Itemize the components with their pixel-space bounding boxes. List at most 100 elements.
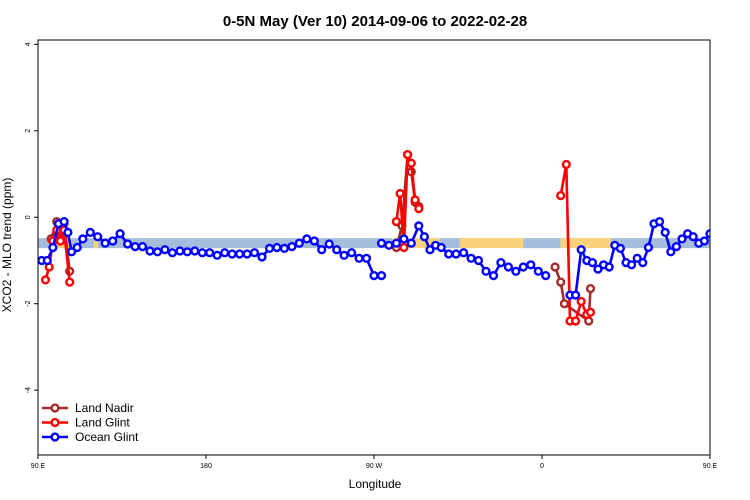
ocean-glint-point [361,253,372,263]
series-land-nadir [46,150,745,326]
land-nadir-point [585,284,596,294]
ocean-glint-point [354,253,364,263]
ocean-glint-point [671,242,682,252]
ocean-glint-point [632,253,642,263]
land-nadir-point [559,299,570,309]
chart-title: 0-5N May (Ver 10) 2014-09-06 to 2022-02-… [223,13,527,30]
ocean-glint-point [376,271,387,281]
ocean-glint-point [78,234,88,244]
y-tick-label: 0 [25,215,32,219]
series-ocean-glint [38,217,719,300]
land-glint-point [410,195,420,205]
y-tick-label: 4 [25,42,32,46]
ocean-glint-point [643,242,654,253]
y-tick-label: -2 [25,300,32,306]
ocean-glint-point [699,236,710,246]
ocean-glint-point [615,243,626,254]
ocean-glint-point [376,238,387,248]
land-nadir-point [556,277,566,287]
land-glint-point [556,191,566,201]
ocean-glint-point [436,242,446,253]
ocean-glint-point [249,248,260,258]
ocean-glint-point [317,245,327,255]
land-glint-line [718,230,742,282]
ocean-glint-point [287,242,297,252]
ocean-glint-point [115,229,125,239]
ocean-glint-point [473,255,484,266]
land-glint-point [722,238,729,245]
ocean-glint-point [570,290,581,300]
ocean-glint-point [587,258,598,268]
ocean-glint-point [688,232,698,242]
ocean-glint-point [130,242,140,252]
ocean-glint-point [220,248,230,258]
land-nadir-point [733,220,740,227]
ocean-glint-point [42,255,52,266]
land-glint-point [55,236,66,246]
land-nadir-point [720,236,727,243]
y-ticks: 4 2 0 -2 -4 [25,42,38,393]
ocean-glint-point [309,236,319,246]
ocean-glint-point [712,241,719,248]
data-series [38,150,745,326]
ocean-glint-point [369,271,379,281]
ocean-glint-point [137,242,148,252]
ocean-glint-point [444,249,454,259]
ocean-glint-point [666,247,676,257]
ocean-glint-point [212,250,222,260]
ocean-glint-point [459,248,469,258]
land-glint-point [414,204,424,214]
ocean-glint-point [339,250,349,260]
legend-marker-ocean-glint [50,432,60,442]
ocean-glint-point [93,232,103,242]
land-glint-point [40,275,51,285]
land-glint-point [718,264,725,271]
ocean-glint-point [332,245,342,255]
ocean-glint-point [399,234,409,244]
land-glint-point [391,217,402,227]
land-glint-point [714,277,721,284]
land-glint-point [729,238,736,245]
land-nadir-point [550,262,560,272]
ocean-glint-point [279,243,290,254]
land-glint-point [585,307,596,317]
legend-label-ocean-glint: Ocean Glint [75,430,139,444]
ocean-glint-point [302,234,312,244]
ocean-glint-point [604,262,614,272]
ocean-glint-point [227,249,237,259]
land-glint-point [725,227,732,234]
ocean-glint-point [677,234,687,244]
ocean-glint-point [541,271,551,281]
ocean-glint-point [638,258,648,268]
y-tick-label: -4 [25,387,32,393]
ocean-glint-point [257,252,267,262]
ocean-glint-point [182,247,192,257]
ocean-glint-point [414,221,424,231]
land-glint-point [570,316,581,326]
ocean-glint-point [451,249,461,259]
legend-label-land-glint: Land Glint [75,416,130,430]
ocean-glint-point [167,248,178,258]
ocean-glint-point [384,240,394,250]
legend-label-land-nadir: Land Nadir [75,401,134,415]
land-glint-point [399,242,409,253]
ocean-glint-point [511,266,521,276]
ocean-glint-point [175,246,185,256]
y-axis-label: XCO2 - MLO trend (ppm) [0,178,14,313]
land-glint-point [395,188,405,199]
legend-marker-land-nadir [50,403,60,413]
ocean-glint-point [66,247,77,257]
land-nadir-point [738,268,745,275]
land-nadir-line [723,222,742,272]
ocean-glint-point [122,239,133,249]
land-glint-point [733,227,740,234]
ocean-glint-point [626,260,637,270]
y-tick-label: 2 [25,129,32,133]
ocean-glint-point [72,242,82,253]
ocean-glint-point [660,227,670,238]
x-tick-label: 0 [540,463,544,470]
ocean-glint-point [654,217,665,227]
ocean-glint-point [526,260,536,270]
ocean-glint-point [488,271,499,281]
